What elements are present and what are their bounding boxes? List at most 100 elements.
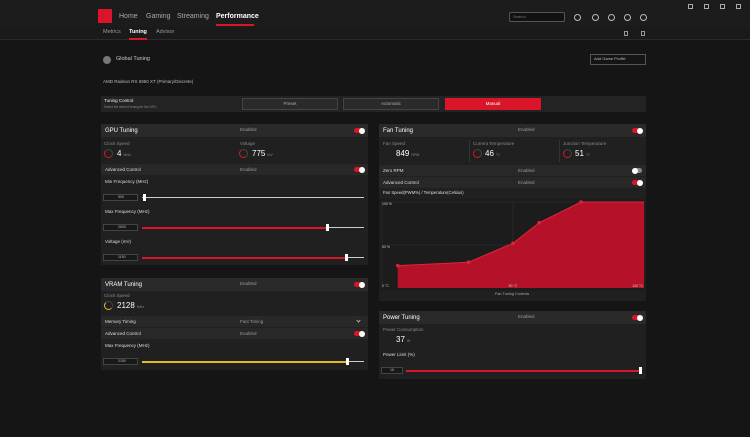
nav-tab: Performance bbox=[216, 13, 259, 20]
y-tick-label: 50 % bbox=[382, 245, 390, 249]
value: Power Limit (%) bbox=[383, 352, 415, 357]
active-tab-underline bbox=[216, 24, 254, 26]
curve-point[interactable] bbox=[511, 241, 515, 246]
gauge bbox=[239, 149, 248, 158]
toolbar-icon[interactable] bbox=[574, 14, 581, 21]
setting-label: Advanced Control bbox=[105, 167, 141, 173]
slider-value: 1150 bbox=[118, 254, 126, 260]
value: Advanced Control bbox=[383, 179, 419, 185]
unit: °C bbox=[585, 153, 590, 157]
label: Power Limit (%) bbox=[383, 352, 415, 358]
curve-point[interactable] bbox=[466, 260, 471, 264]
nav-tab: Streaming bbox=[177, 13, 209, 20]
slider-thumb[interactable] bbox=[346, 358, 349, 365]
option-label: Automatic bbox=[379, 101, 403, 107]
value-box bbox=[103, 224, 138, 231]
panel-header bbox=[101, 278, 368, 291]
toggle-knob[interactable] bbox=[637, 179, 643, 186]
value: Fast Timing bbox=[240, 318, 264, 324]
panel-title: Fan Tuning bbox=[383, 128, 413, 134]
toggle-knob[interactable] bbox=[359, 330, 365, 337]
state-label: Enabled bbox=[518, 180, 535, 186]
value: 775 bbox=[252, 149, 266, 158]
state-label: Enabled bbox=[518, 127, 535, 133]
toggle-knob[interactable] bbox=[632, 167, 638, 174]
sub-tab: Metrics bbox=[103, 29, 121, 36]
curve-point[interactable] bbox=[579, 200, 583, 204]
value: VRAM Tuning bbox=[105, 282, 143, 288]
toggle-knob[interactable] bbox=[359, 127, 365, 134]
value: 51 bbox=[575, 149, 584, 158]
value-box bbox=[103, 358, 138, 365]
curve-point[interactable] bbox=[537, 220, 541, 225]
nav-tab: Gaming bbox=[146, 13, 171, 20]
value: Preset bbox=[283, 101, 297, 106]
button-label: Add Game Profile bbox=[594, 57, 626, 61]
stat: 46 °C bbox=[485, 150, 500, 158]
unit: mV bbox=[267, 153, 273, 157]
value: 1150 bbox=[118, 254, 126, 259]
toolbar-icon[interactable] bbox=[608, 14, 615, 21]
x-tick-label: 100 °C bbox=[632, 284, 643, 288]
toggle-knob[interactable] bbox=[637, 314, 643, 321]
active-subtab-underline bbox=[129, 38, 147, 40]
slider-fill bbox=[406, 370, 640, 372]
value: Power Consumption bbox=[383, 327, 424, 332]
value: Voltage (mV) bbox=[105, 239, 132, 244]
search-box[interactable] bbox=[509, 12, 565, 22]
window-control[interactable] bbox=[704, 4, 709, 9]
sub-tab: Tuning bbox=[129, 29, 147, 36]
value: 37 bbox=[396, 335, 405, 344]
unit: MHz bbox=[136, 305, 145, 309]
slider-thumb[interactable] bbox=[143, 194, 146, 201]
window-control[interactable] bbox=[688, 4, 693, 9]
toolbar-icon[interactable] bbox=[640, 14, 647, 21]
curve-area bbox=[397, 202, 644, 288]
toolbar-icon[interactable] bbox=[592, 14, 599, 21]
preset-button[interactable] bbox=[242, 98, 338, 110]
automatic-button[interactable] bbox=[343, 98, 439, 110]
panel-title: GPU Tuning bbox=[105, 128, 138, 134]
gauge bbox=[104, 301, 113, 310]
slider-thumb[interactable] bbox=[326, 224, 329, 231]
panel-header bbox=[101, 124, 368, 137]
slider-thumb[interactable] bbox=[345, 254, 348, 261]
slider-thumb[interactable] bbox=[639, 367, 642, 374]
add-profile-button[interactable] bbox=[590, 54, 646, 65]
slider-fill bbox=[142, 360, 347, 363]
label: Voltage (mV) bbox=[105, 239, 132, 245]
stat: 2128 MHz bbox=[117, 302, 144, 310]
value: Gaming bbox=[146, 13, 171, 20]
toolbar-icon[interactable] bbox=[624, 14, 631, 21]
slider-value: 2600 bbox=[118, 225, 126, 230]
toggle-knob[interactable] bbox=[359, 281, 365, 288]
manual-button[interactable] bbox=[445, 98, 541, 110]
value: Enabled bbox=[240, 166, 257, 172]
toggle-knob[interactable] bbox=[359, 166, 365, 173]
unit: °C bbox=[495, 153, 500, 157]
fan-curve: 100 % 50 % 0 °C 50 °C 100 °C bbox=[379, 199, 646, 291]
sub-icon[interactable] bbox=[641, 31, 645, 36]
window-control[interactable] bbox=[720, 4, 725, 9]
logo[interactable] bbox=[98, 9, 112, 23]
option-label: Manual bbox=[481, 101, 505, 107]
slider-track bbox=[142, 197, 364, 198]
label: Max Frequency (MHz) bbox=[105, 343, 150, 349]
value: Fan Tuning Controls bbox=[495, 292, 530, 296]
row-label: Tuning Control bbox=[104, 98, 133, 104]
window-control[interactable] bbox=[736, 4, 741, 9]
label: Power Consumption bbox=[383, 327, 424, 333]
toggle-knob[interactable] bbox=[637, 127, 643, 134]
panel-title: VRAM Tuning bbox=[105, 282, 142, 288]
value: Power Tuning bbox=[383, 315, 420, 321]
value: Fan Speed bbox=[383, 141, 406, 146]
value: Search bbox=[513, 14, 526, 19]
sub-icon[interactable] bbox=[624, 31, 628, 36]
value: Enabled bbox=[518, 167, 535, 173]
setting-row bbox=[101, 328, 368, 339]
value: Manual bbox=[485, 101, 501, 106]
gauge bbox=[563, 149, 572, 158]
curve-point[interactable] bbox=[395, 263, 400, 268]
stat-divider bbox=[469, 140, 470, 162]
value: Automatic bbox=[380, 101, 401, 106]
